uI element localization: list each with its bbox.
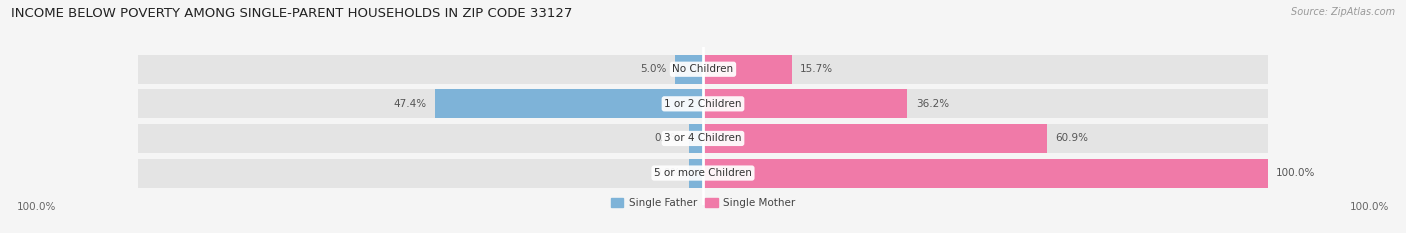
Bar: [703, 89, 1268, 118]
Bar: [689, 124, 703, 153]
Text: No Children: No Children: [672, 64, 734, 74]
Bar: [703, 158, 1268, 188]
Text: 5 or more Children: 5 or more Children: [654, 168, 752, 178]
Bar: [138, 124, 703, 153]
Bar: [689, 158, 703, 188]
Text: 60.9%: 60.9%: [1056, 134, 1088, 144]
Bar: [703, 55, 792, 84]
Bar: [703, 89, 907, 118]
Legend: Single Father, Single Mother: Single Father, Single Mother: [607, 194, 799, 212]
Text: 47.4%: 47.4%: [394, 99, 427, 109]
Text: 5.0%: 5.0%: [640, 64, 666, 74]
Bar: [675, 55, 703, 84]
Text: 100.0%: 100.0%: [17, 202, 56, 212]
Text: Source: ZipAtlas.com: Source: ZipAtlas.com: [1291, 7, 1395, 17]
Text: 0.0%: 0.0%: [654, 168, 681, 178]
Text: INCOME BELOW POVERTY AMONG SINGLE-PARENT HOUSEHOLDS IN ZIP CODE 33127: INCOME BELOW POVERTY AMONG SINGLE-PARENT…: [11, 7, 572, 20]
Text: 0.0%: 0.0%: [654, 134, 681, 144]
Text: 15.7%: 15.7%: [800, 64, 834, 74]
Bar: [703, 124, 1047, 153]
Bar: [138, 55, 703, 84]
Text: 36.2%: 36.2%: [915, 99, 949, 109]
Bar: [138, 158, 703, 188]
Text: 100.0%: 100.0%: [1350, 202, 1389, 212]
Bar: [703, 124, 1268, 153]
Bar: [436, 89, 703, 118]
Text: 3 or 4 Children: 3 or 4 Children: [664, 134, 742, 144]
Bar: [138, 89, 703, 118]
Bar: [703, 55, 1268, 84]
Text: 100.0%: 100.0%: [1277, 168, 1316, 178]
Bar: [703, 158, 1268, 188]
Text: 1 or 2 Children: 1 or 2 Children: [664, 99, 742, 109]
